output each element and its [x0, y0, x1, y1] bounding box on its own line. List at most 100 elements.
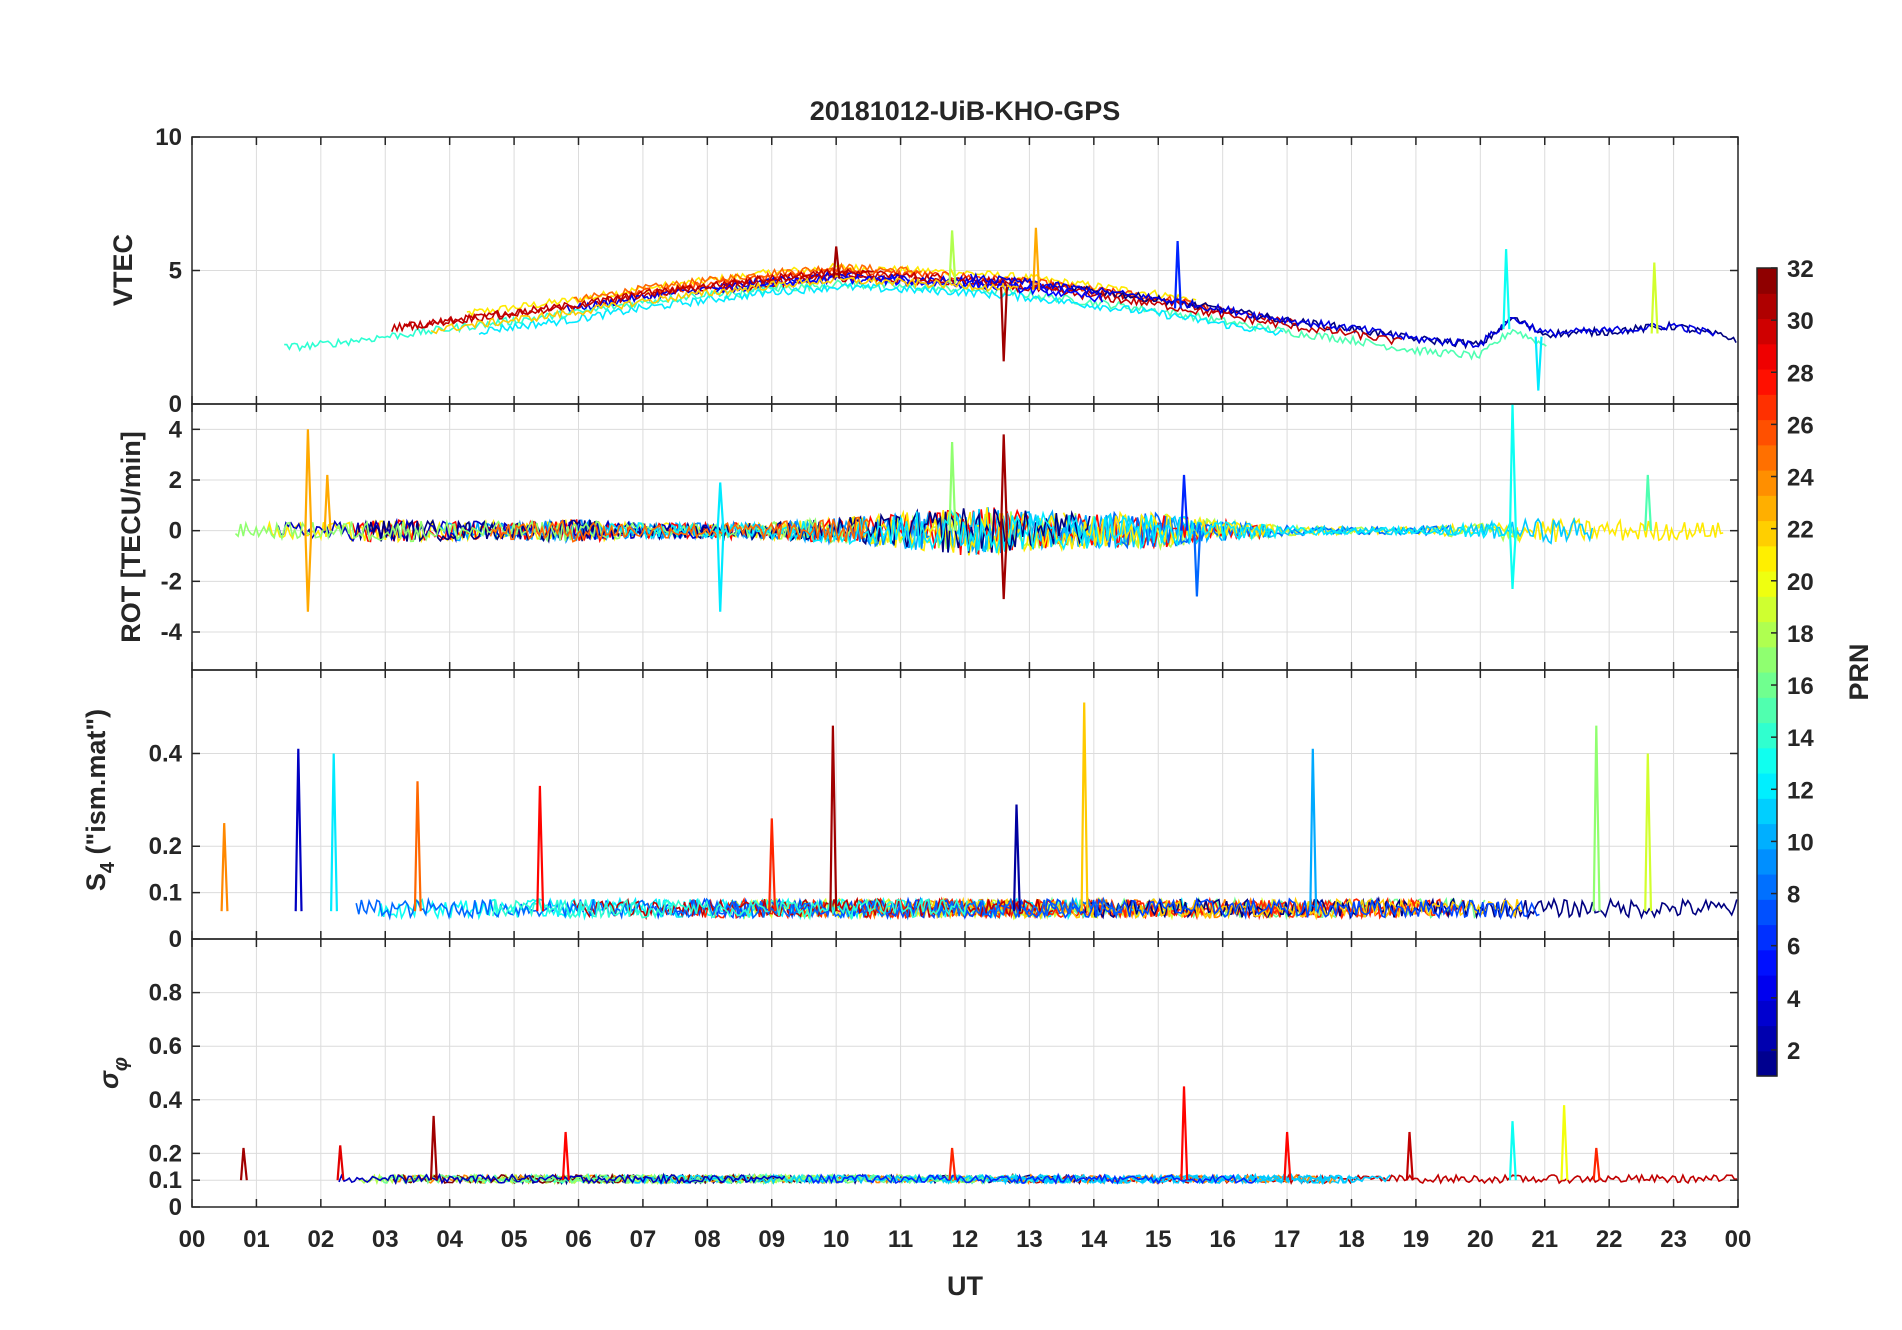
- colorbar-band: [1757, 672, 1777, 698]
- spike-mark: [1508, 404, 1517, 531]
- spike-mark: [1080, 702, 1089, 912]
- spike-mark: [1502, 249, 1511, 330]
- s4-panel: 0 0.1 0.2 0.4: [149, 669, 1739, 953]
- colorbar-band: [1757, 596, 1777, 623]
- colorbar-band: [1757, 747, 1777, 774]
- rot-traces: [234, 404, 1724, 612]
- colorbar-band: [1757, 874, 1777, 900]
- y-tick-label: -4: [161, 619, 183, 646]
- rot-panel: -4 -2 0 2 4: [161, 403, 1739, 671]
- y-tick-label: 5: [169, 258, 182, 285]
- colorbar-band: [1757, 444, 1777, 471]
- spike-mark: [1180, 474, 1189, 531]
- x-tick-label: 04: [436, 1226, 463, 1253]
- sigphi-traces: [239, 1086, 1738, 1186]
- y-tick-label: 0: [169, 1194, 182, 1221]
- colorbar-band: [1757, 773, 1777, 799]
- x-tick-label: 23: [1660, 1226, 1687, 1253]
- prn-trace: [403, 269, 1296, 329]
- spike-mark: [1592, 725, 1601, 912]
- rot-grid: [191, 404, 1739, 670]
- colorbar-band: [1757, 343, 1777, 370]
- colorbar-band: [1757, 975, 1777, 1001]
- x-tick-label: 08: [694, 1226, 721, 1253]
- spike-mark: [1000, 287, 1008, 362]
- colorbar-band: [1757, 268, 1777, 294]
- x-tick-label: 06: [565, 1226, 592, 1253]
- colorbar-tick-label: 28: [1787, 360, 1814, 387]
- spike-mark: [304, 530, 313, 612]
- y-tick-label: -2: [161, 568, 182, 595]
- vtec-traces: [284, 227, 1737, 391]
- spike-mark: [1180, 1086, 1189, 1181]
- colorbar-band: [1757, 369, 1777, 395]
- colorbar-tick-label: 20: [1787, 569, 1814, 596]
- colorbar-band: [1757, 1000, 1777, 1027]
- spike-mark: [1650, 262, 1659, 334]
- colorbar-band: [1757, 646, 1777, 673]
- colorbar-band: [1757, 949, 1777, 976]
- spike-mark: [1534, 336, 1543, 391]
- colorbar-label: PRN: [1844, 643, 1874, 700]
- s4-ylabel-rest: ("ism.mat"): [81, 709, 111, 862]
- spike-mark: [832, 246, 841, 279]
- sigphi-grid: [191, 939, 1739, 1208]
- colorbar-tick-label: 6: [1787, 934, 1800, 961]
- colorbar-band: [1757, 848, 1777, 875]
- s4-ylabel: S4 ("ism.mat"): [81, 709, 119, 891]
- x-tick-label: 21: [1531, 1226, 1558, 1253]
- spike-mark: [1193, 530, 1202, 597]
- spike-mark: [536, 785, 545, 912]
- colorbar-band: [1757, 318, 1777, 345]
- y-tick-label: 0.6: [149, 1033, 182, 1060]
- colorbar-band: [1757, 899, 1777, 926]
- spike-mark: [948, 1147, 957, 1181]
- spike-mark: [413, 781, 422, 912]
- colorbar-band: [1757, 1025, 1777, 1052]
- colorbar-band: [1757, 798, 1777, 825]
- y-tick-label: 0.2: [149, 1140, 182, 1167]
- spike-mark: [948, 441, 957, 531]
- x-tick-label: 10: [823, 1226, 850, 1253]
- prn-trace: [355, 896, 1123, 921]
- colorbar-tick-label: 22: [1787, 517, 1814, 544]
- colorbar-tick-label: 10: [1787, 829, 1814, 856]
- prn-trace: [723, 279, 1547, 361]
- x-tick-label: 15: [1145, 1226, 1172, 1253]
- vtec-panel: 0 5 10: [155, 124, 1739, 418]
- spike-mark: [336, 1145, 345, 1181]
- y-tick-label: 4: [169, 416, 183, 443]
- spike-mark: [1000, 434, 1008, 531]
- x-tick-label: 02: [307, 1226, 334, 1253]
- colorbar-band: [1757, 621, 1777, 648]
- x-tick-label: 07: [630, 1226, 657, 1253]
- spike-mark: [220, 823, 229, 912]
- colorbar-tick-label: 26: [1787, 412, 1814, 439]
- colorbar-band: [1757, 571, 1777, 597]
- spike-mark: [1309, 748, 1318, 912]
- prn-trace: [691, 896, 1464, 921]
- spike-mark: [1283, 1131, 1292, 1181]
- colorbar-tick-label: 32: [1787, 256, 1814, 283]
- x-tick-label: 13: [1016, 1226, 1043, 1253]
- colorbar-tick-label: 16: [1787, 673, 1814, 700]
- y-tick-label: 10: [155, 124, 182, 151]
- colorbar-band: [1757, 520, 1777, 547]
- x-tick-labels: 00 01 02 03 04 05 06 07 08 09 10 11 12 13 14 15 16 17 18 19…: [179, 1226, 1752, 1253]
- colorbar-band: [1757, 697, 1777, 724]
- spike-mark: [768, 818, 777, 912]
- chart-title: 20181012-UiB-KHO-GPS: [810, 96, 1121, 126]
- y-tick-label: 0: [169, 926, 182, 953]
- colorbar-frame: [1756, 267, 1778, 1077]
- spike-mark: [1508, 1121, 1517, 1181]
- colorbar-band: [1757, 823, 1777, 850]
- sigma-phi-ylabel: σφ: [94, 1057, 132, 1089]
- spike-mark: [948, 230, 957, 284]
- spike-mark: [429, 1115, 438, 1181]
- x-tick-label: 19: [1403, 1226, 1430, 1253]
- x-axis-label: UT: [947, 1271, 983, 1301]
- spike-mark: [829, 725, 838, 912]
- y-tick-label: 0: [169, 391, 182, 418]
- y-tick-label: 0.1: [149, 1167, 182, 1194]
